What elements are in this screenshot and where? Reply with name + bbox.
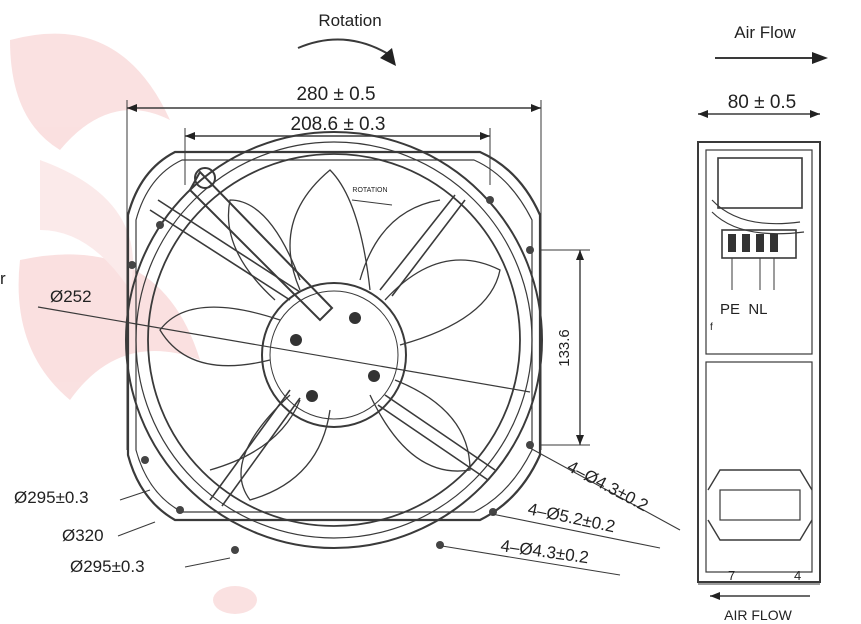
- side-body: [697, 141, 821, 583]
- small-dim-right-label: 4: [794, 568, 801, 583]
- vertical-dim-label: 133.6: [556, 329, 573, 367]
- holes-2-label: 4–Ø5.2±0.2: [526, 499, 617, 536]
- junction-box: [717, 157, 803, 209]
- fan-blades: [159, 169, 501, 501]
- terminal-block: [721, 229, 797, 259]
- cable-sleeve: [188, 170, 334, 322]
- blade-diameter-label: Ø252: [50, 287, 92, 306]
- rotation-arrow-icon: [297, 38, 391, 56]
- inner-ring: [147, 153, 521, 527]
- side-view: Air Flow 80 ± 0.5 PE NL f: [697, 23, 828, 623]
- hub-screw-3: [368, 370, 380, 382]
- mounting-holes: [128, 196, 534, 554]
- fan-frame: [126, 150, 542, 522]
- frame-diameter-1-label: Ø295±0.3: [14, 488, 89, 507]
- hole-spacing-dim-label: 208.6 ± 0.3: [291, 114, 386, 135]
- outer-ring: [125, 131, 543, 549]
- terminal-labels: PE NL: [720, 301, 768, 318]
- holes-1-label: 4–Ø4.3±0.2: [564, 457, 651, 515]
- width-dim-label: 280 ± 0.5: [296, 84, 375, 105]
- cable-gland: [194, 167, 216, 189]
- outer-diameter-label: Ø320: [62, 526, 104, 545]
- hole-spacing-dimension: [184, 128, 491, 185]
- small-dim-left-label: 7: [728, 568, 735, 583]
- edge-letter: r: [0, 269, 6, 288]
- rotation-arrowhead-icon: [380, 48, 396, 66]
- hub-screw-2: [290, 334, 302, 346]
- rotation-label: Rotation: [318, 11, 381, 30]
- front-view: Rotation 280 ± 0.5 208.6 ± 0.3: [0, 11, 681, 576]
- frame-diameter-2-label: Ø295±0.3: [70, 557, 145, 576]
- airflow-top-label: Air Flow: [734, 23, 796, 42]
- hub-screw-1: [349, 312, 361, 324]
- airflow-bottom-label: AIR FLOW: [724, 607, 792, 623]
- blade-rotation-mark: ROTATION: [352, 187, 387, 194]
- depth-dim-label: 80 ± 0.5: [728, 92, 797, 113]
- fan-struts: [149, 194, 496, 507]
- vertical-dimension: [540, 249, 590, 446]
- svg-text:f: f: [710, 322, 713, 333]
- hub-screw-4: [306, 390, 318, 402]
- fan-hub: [261, 282, 407, 428]
